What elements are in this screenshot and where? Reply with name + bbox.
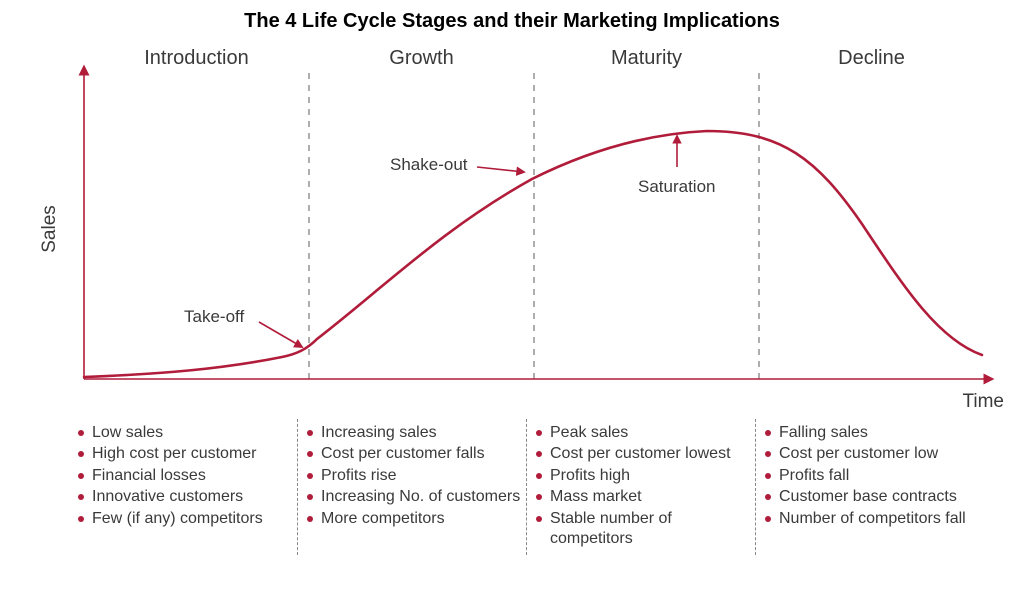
stage-label-introduction: Introduction <box>84 47 309 70</box>
bullet-text: Number of competitors fall <box>779 510 966 527</box>
bullet-dot-icon <box>78 430 84 436</box>
bullet-item: Peak sales <box>536 423 757 443</box>
bullet-item: Few (if any) competitors <box>78 509 299 529</box>
annotation-saturation: Saturation <box>638 177 716 197</box>
bullets-decline: Falling sales Cost per customer low Profit… <box>763 423 992 551</box>
y-axis-label: Sales <box>39 205 61 253</box>
bullet-text: Profits rise <box>321 467 397 484</box>
arrow-shakeout <box>477 167 524 172</box>
bullets-introduction: Low sales High cost per customer Financial… <box>76 423 305 551</box>
bullet-text: Cost per customer falls <box>321 445 485 462</box>
chart-title: The 4 Life Cycle Stages and their Market… <box>20 10 1004 33</box>
bullet-text: More competitors <box>321 510 445 527</box>
stage-label-maturity: Maturity <box>534 47 759 70</box>
bullet-text: Low sales <box>92 424 163 441</box>
annotation-takeoff: Take-off <box>184 307 244 327</box>
chart-svg <box>22 39 1002 419</box>
bullet-item: Cost per customer falls <box>307 444 528 464</box>
bullet-text: Stable number of competitors <box>550 510 672 547</box>
bullet-item: Falling sales <box>765 423 986 443</box>
sales-curve <box>84 131 982 377</box>
bullet-dot-icon <box>307 473 313 479</box>
bullet-item: Cost per customer lowest <box>536 444 757 464</box>
bullet-text: Cost per customer low <box>779 445 938 462</box>
bullet-text: Cost per customer lowest <box>550 445 731 462</box>
bullet-item: Increasing No. of customers <box>307 487 528 507</box>
bullet-dot-icon <box>536 451 542 457</box>
bullet-item: High cost per customer <box>78 444 299 464</box>
bullet-item: Low sales <box>78 423 299 443</box>
stage-labels-row: Introduction Growth Maturity Decline <box>84 47 984 70</box>
bullet-dot-icon <box>536 494 542 500</box>
bullet-dot-icon <box>765 473 771 479</box>
bullet-dot-icon <box>765 451 771 457</box>
bullet-text: Increasing sales <box>321 424 437 441</box>
bullet-item: Cost per customer low <box>765 444 986 464</box>
bullet-dot-icon <box>78 516 84 522</box>
chart-area: Introduction Growth Maturity Decline Sal… <box>22 39 1002 419</box>
bullet-item: Profits high <box>536 466 757 486</box>
bullet-dot-icon <box>78 473 84 479</box>
bullet-dot-icon <box>307 516 313 522</box>
bullet-dot-icon <box>307 430 313 436</box>
bullet-item: Innovative customers <box>78 487 299 507</box>
bullet-text: Innovative customers <box>92 488 243 505</box>
bullet-dot-icon <box>78 451 84 457</box>
bullet-text: High cost per customer <box>92 445 257 462</box>
stage-label-growth: Growth <box>309 47 534 70</box>
bullet-dot-icon <box>765 430 771 436</box>
bullet-item: Stable number of competitors <box>536 509 757 550</box>
bullet-item: Profits fall <box>765 466 986 486</box>
x-axis-label: Time <box>962 391 1004 413</box>
bullet-text: Profits fall <box>779 467 849 484</box>
arrow-takeoff <box>259 322 302 347</box>
bullet-item: Customer base contracts <box>765 487 986 507</box>
bullet-text: Falling sales <box>779 424 868 441</box>
bullet-dot-icon <box>765 516 771 522</box>
bullet-item: Increasing sales <box>307 423 528 443</box>
bullets-row: Low sales High cost per customer Financial… <box>32 423 992 551</box>
bullet-dot-icon <box>307 451 313 457</box>
annotation-shakeout: Shake-out <box>390 155 468 175</box>
bullet-text: Customer base contracts <box>779 488 957 505</box>
bullet-text: Increasing No. of customers <box>321 488 520 505</box>
bullet-text: Mass market <box>550 488 642 505</box>
bullet-dot-icon <box>307 494 313 500</box>
bullet-item: More competitors <box>307 509 528 529</box>
bullet-text: Few (if any) competitors <box>92 510 263 527</box>
bullet-text: Profits high <box>550 467 630 484</box>
bullet-dot-icon <box>536 516 542 522</box>
bullet-text: Financial losses <box>92 467 206 484</box>
bullet-item: Mass market <box>536 487 757 507</box>
bullets-maturity: Peak sales Cost per customer lowest Profit… <box>534 423 763 551</box>
bullet-dot-icon <box>536 473 542 479</box>
bullet-dot-icon <box>536 430 542 436</box>
bullets-growth: Increasing sales Cost per customer falls P… <box>305 423 534 551</box>
bullet-dot-icon <box>765 494 771 500</box>
bullet-item: Profits rise <box>307 466 528 486</box>
bullet-item: Financial losses <box>78 466 299 486</box>
bullet-item: Number of competitors fall <box>765 509 986 529</box>
stage-label-decline: Decline <box>759 47 984 70</box>
bullet-dot-icon <box>78 494 84 500</box>
bullet-text: Peak sales <box>550 424 628 441</box>
